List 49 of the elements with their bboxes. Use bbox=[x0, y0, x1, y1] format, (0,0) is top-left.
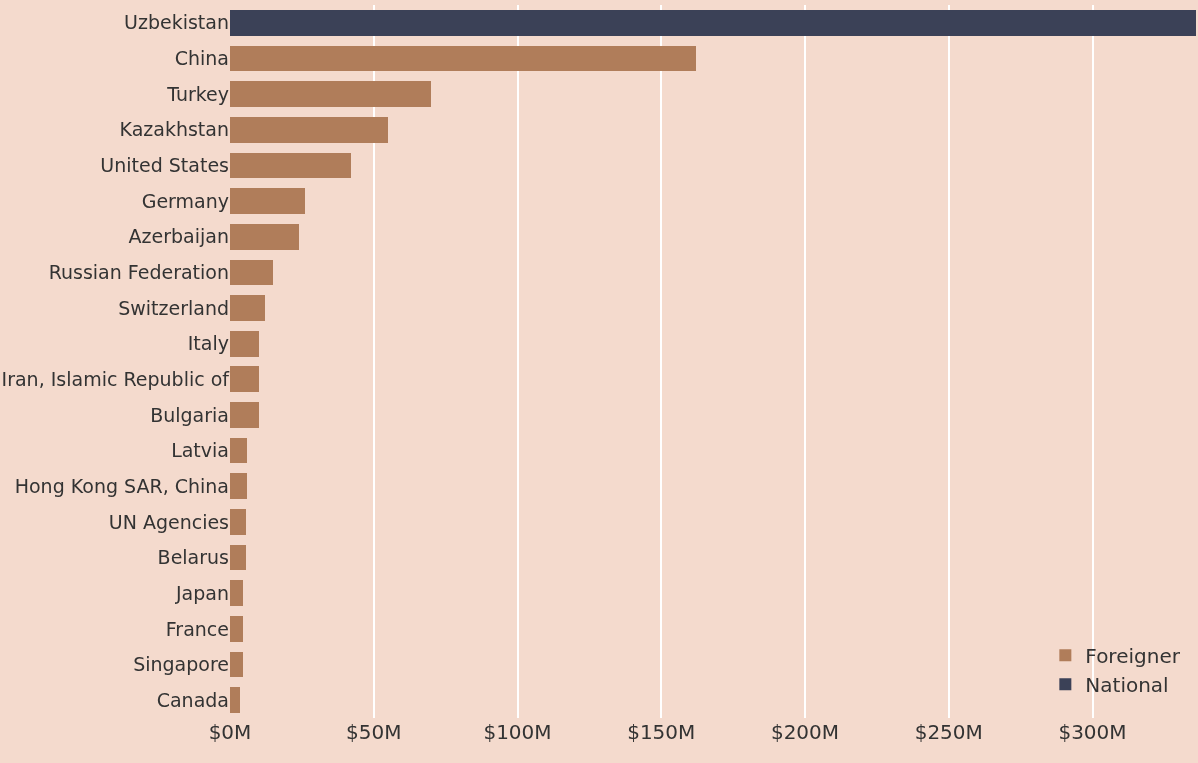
bar bbox=[230, 116, 389, 143]
y-tick-label: Kazakhstan bbox=[119, 118, 229, 141]
y-tick-label: Belarus bbox=[157, 546, 229, 569]
y-tick-label: France bbox=[165, 617, 229, 640]
y-tick-label: Bulgaria bbox=[150, 403, 229, 426]
y-tick-label: UN Agencies bbox=[108, 510, 229, 533]
y-tick-label: Hong Kong SAR, China bbox=[14, 474, 229, 497]
y-tick-label: United States bbox=[100, 154, 229, 177]
x-tick-label: $0M bbox=[208, 720, 252, 744]
bar bbox=[230, 509, 246, 535]
x-tick-label: $50M bbox=[346, 720, 402, 744]
bar bbox=[230, 45, 696, 72]
y-tick-label: Japan bbox=[175, 581, 229, 604]
y-tick-label: Uzbekistan bbox=[124, 11, 229, 34]
y-tick-label: Turkey bbox=[166, 82, 229, 105]
x-tick-label: $100M bbox=[483, 720, 552, 744]
y-tick-label: Iran, Islamic Republic of bbox=[1, 367, 231, 390]
y-tick-label: Canada bbox=[156, 688, 229, 711]
y-tick-label: Russian Federation bbox=[48, 261, 229, 284]
bar bbox=[230, 366, 259, 393]
y-tick-label: Germany bbox=[141, 189, 229, 212]
bar bbox=[230, 651, 243, 678]
legend-label: National bbox=[1085, 673, 1169, 698]
x-tick-label: $150M bbox=[627, 720, 696, 744]
y-tick-label: Italy bbox=[187, 332, 229, 355]
bar bbox=[230, 544, 246, 571]
bar bbox=[230, 188, 305, 214]
x-tick-label: $300M bbox=[1058, 720, 1127, 744]
y-tick-label: China bbox=[174, 47, 229, 70]
bar bbox=[230, 402, 259, 428]
bar bbox=[230, 9, 1196, 36]
bar bbox=[230, 223, 299, 250]
bar bbox=[230, 330, 259, 357]
y-tick-label: Singapore bbox=[133, 653, 229, 676]
bar bbox=[230, 437, 248, 464]
bar bbox=[230, 81, 432, 107]
legend-label: Foreigner bbox=[1085, 644, 1181, 669]
x-tick-label: $250M bbox=[914, 720, 983, 744]
bar bbox=[230, 616, 243, 642]
y-tick-label: Latvia bbox=[171, 439, 229, 462]
bar bbox=[230, 580, 243, 607]
y-tick-label: Azerbaijan bbox=[128, 225, 229, 248]
bar bbox=[230, 473, 248, 500]
y-tick-label: Switzerland bbox=[118, 296, 229, 319]
x-tick-label: $200M bbox=[770, 720, 840, 744]
bar bbox=[230, 295, 265, 321]
bar bbox=[230, 259, 274, 286]
bar bbox=[230, 687, 241, 714]
bar bbox=[230, 152, 351, 179]
